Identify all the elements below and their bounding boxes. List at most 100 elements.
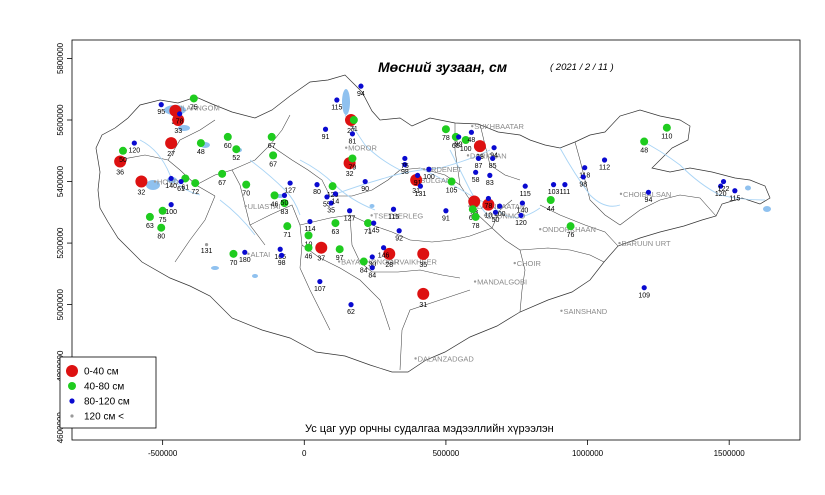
station-value-label: 115 (729, 195, 740, 202)
country-boundary (95, 74, 771, 373)
legend-marker (70, 414, 74, 418)
station-value-label: 71 (283, 232, 291, 239)
station-marker (168, 202, 174, 208)
station-value-label: 115 (388, 214, 399, 221)
legend-label: 0-40 см (84, 367, 119, 378)
station-value-label: 78 (485, 203, 493, 210)
city-label: ALTAI (250, 250, 270, 259)
station-marker (497, 203, 503, 209)
city-dot (483, 214, 487, 217)
station-marker (580, 174, 586, 180)
station-value-label: 27 (347, 128, 355, 135)
credit-text: Ус цаг уур орчны судалгаа мэдээллийн хүр… (305, 423, 554, 435)
city-label: MOROR (348, 144, 377, 153)
station-value-label: 67 (268, 143, 276, 150)
station-value-label: 80 (313, 189, 321, 196)
station-marker (348, 154, 357, 163)
station-marker (267, 132, 276, 141)
station-marker (304, 243, 313, 252)
station-value-label: 48 (640, 148, 648, 155)
station-marker (331, 219, 340, 228)
station-value-label: 62 (347, 309, 355, 316)
station-value-label: 78 (442, 135, 450, 142)
station-value-label: 145 (368, 228, 380, 235)
station-marker (281, 192, 288, 198)
x-tick-label: 1500000 (714, 449, 746, 458)
station-marker (417, 287, 430, 300)
lake-ugii (369, 204, 375, 208)
station-marker (315, 241, 328, 254)
station-marker (317, 278, 323, 285)
station-marker (349, 116, 358, 124)
station-value-label: 65 (452, 143, 460, 150)
station-marker (380, 245, 387, 251)
legend-label: 80-120 см (84, 397, 130, 408)
lake-orog (252, 274, 258, 278)
city-label: ARVAIKHEER (389, 258, 437, 267)
station-value-label: 111 (560, 189, 571, 196)
station-marker (328, 200, 334, 206)
station-value-label: 81 (349, 138, 357, 145)
station-marker (402, 162, 408, 168)
station-marker (168, 175, 174, 182)
station-marker (347, 208, 353, 214)
station-marker (519, 200, 525, 206)
station-value-label: 50 (281, 200, 289, 207)
station-value-label: 78 (472, 223, 480, 230)
station-marker (362, 178, 368, 185)
station-marker (314, 182, 320, 188)
station-marker (414, 172, 421, 178)
station-value-label: 31 (419, 302, 427, 309)
station-value-label: 120 (715, 191, 727, 198)
lake-khovsgol (342, 89, 350, 115)
station-marker (277, 246, 283, 252)
station-value-label: 97 (336, 255, 344, 262)
station-marker (485, 195, 492, 202)
station-value-label: 58 (472, 177, 480, 184)
x-tick-label: 1000000 (572, 449, 604, 458)
legend-label: 120 см < (84, 412, 124, 423)
city-label: HOVD (157, 178, 179, 187)
station-marker (359, 257, 368, 266)
station-marker (441, 125, 450, 134)
station-marker (322, 126, 329, 132)
station-marker (358, 83, 364, 89)
city-dot (471, 124, 474, 128)
station-value-label: 71 (350, 126, 358, 133)
station-value-label: 94 (357, 91, 365, 98)
station-marker (662, 123, 671, 132)
station-marker (158, 102, 164, 108)
station-marker (468, 195, 481, 208)
station-value-label: 103 (548, 189, 560, 196)
station-value-label: 85 (489, 163, 497, 170)
station-value-label: 91 (414, 180, 422, 187)
station-marker (157, 223, 166, 232)
city-label: SAINSHAND (563, 307, 607, 316)
y-tick-label: 5800000 (56, 42, 65, 74)
y-tick-label: 5600000 (56, 104, 65, 136)
station-value-label: 75 (190, 104, 198, 111)
station-value-label: 28 (385, 262, 393, 269)
station-marker (371, 220, 377, 226)
station-marker (242, 249, 248, 255)
station-marker (178, 178, 184, 185)
station-marker (582, 165, 588, 171)
station-marker (145, 212, 154, 221)
station-value-label: 55 (323, 202, 331, 209)
station-marker (172, 114, 185, 126)
station-marker (641, 285, 647, 291)
station-value-label: 84 (360, 268, 368, 275)
station-marker (562, 182, 568, 188)
station-value-label: 91 (442, 215, 450, 222)
station-marker (369, 254, 375, 260)
station-value-label: 35 (327, 208, 335, 215)
station-value-label: 100 (423, 174, 435, 181)
station-value-label: 52 (232, 155, 240, 162)
station-marker (242, 180, 251, 189)
station-value-label: 48 (197, 149, 205, 156)
legend-marker (68, 382, 76, 390)
station-value-label: 107 (314, 286, 326, 293)
station-value-label: 99 (455, 142, 463, 149)
station-marker (402, 155, 408, 162)
